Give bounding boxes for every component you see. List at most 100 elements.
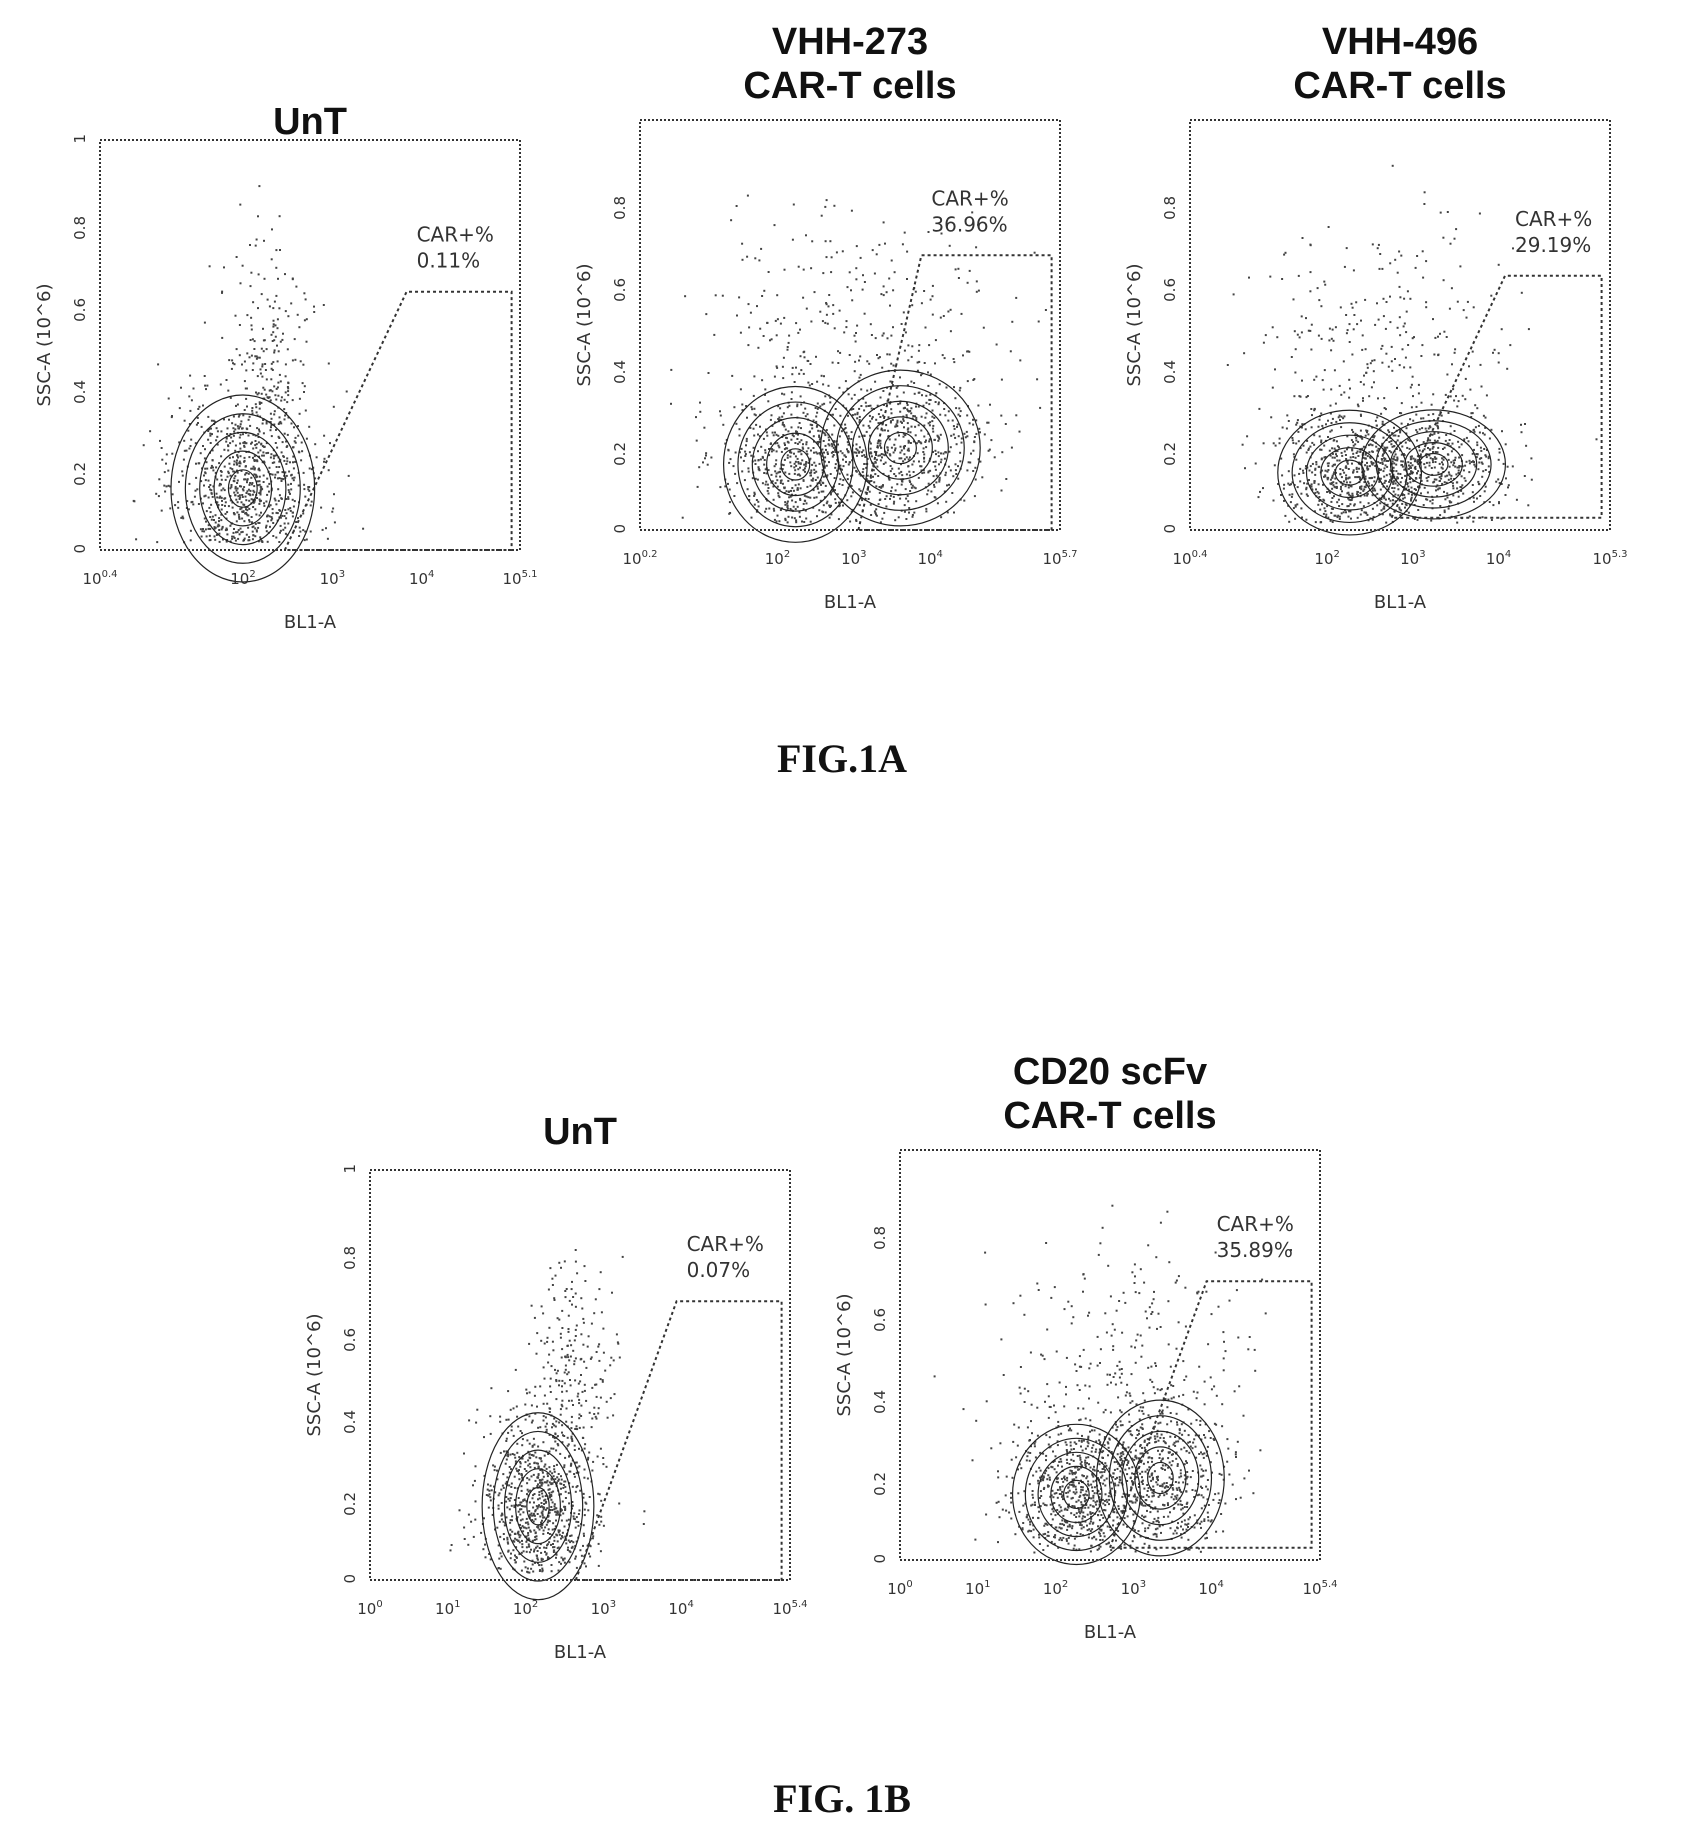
panel-title: VHH-496 CAR-T cells	[1293, 21, 1507, 107]
x-tick-label: 105.4	[773, 1599, 808, 1618]
density-contour	[213, 450, 273, 527]
x-tick-label: 103	[1121, 1579, 1146, 1598]
y-tick-label: 0.8	[871, 1226, 889, 1250]
density-contour	[1277, 409, 1423, 536]
x-tick-label: 102	[230, 569, 255, 588]
x-tick-label: 103	[1400, 549, 1425, 568]
y-tick-label: 0.6	[71, 298, 89, 322]
gate-percentage: 0.11%	[417, 249, 481, 273]
density-contour	[819, 369, 981, 527]
event-dots	[449, 1249, 646, 1574]
y-axis-label: SSC-A (10^6)	[574, 263, 595, 386]
gate-label: CAR+%	[687, 1232, 764, 1256]
plot-frame	[1189, 119, 1611, 531]
x-axis-label: BL1-A	[1374, 592, 1427, 613]
car-gate	[283, 290, 513, 551]
y-tick-label: 0.4	[611, 360, 629, 384]
flow-panel-2: VHH-273 CAR-T cells CAR+% 36.96% 0 0.2 0.4 0.6…	[560, 20, 1100, 650]
plot-frame	[369, 1169, 791, 1581]
flow-plot: CAR+%29.19% 0 0.2 0.4 0.6 0.8 100.4 102 103 104 10…	[1124, 119, 1628, 613]
y-tick-label: 0.8	[611, 196, 629, 220]
density-contour	[1361, 409, 1507, 520]
y-tick-label: 0.4	[871, 1390, 889, 1414]
y-tick-label: 0	[71, 544, 89, 554]
x-tick-label: 104	[1486, 549, 1511, 568]
x-tick-label: 104	[409, 569, 434, 588]
density-contour	[503, 1449, 573, 1563]
flow-panel-1: UnT CAR+% 0.11% 0 0.2 0.4 0.6 0.8 1 100.4 102 103 10…	[20, 40, 560, 670]
density-contour	[515, 1468, 561, 1545]
gate-label: CAR+%	[1515, 207, 1592, 231]
density-contour	[1121, 1430, 1200, 1526]
y-tick-label: 0.4	[71, 380, 89, 404]
flow-plot: CAR+%35.89% 0 0.2 0.4 0.6 0.8 100 101 102 103 104 1…	[834, 1149, 1338, 1643]
density-contour	[835, 385, 965, 511]
y-tick-label: 0.6	[871, 1308, 889, 1332]
y-tick-label: 0.2	[71, 462, 89, 486]
y-tick-label: 0.8	[71, 216, 89, 240]
density-contour	[199, 431, 287, 546]
x-tick-label: 102	[765, 549, 790, 568]
x-tick-label: 104	[917, 549, 942, 568]
y-tick-label: 1	[71, 134, 89, 144]
x-tick-label: 100.2	[623, 549, 658, 568]
car-gate	[1108, 1280, 1313, 1549]
car-gate	[857, 254, 1053, 531]
density-contour	[1108, 1415, 1213, 1541]
x-tick-label: 102	[1314, 549, 1339, 568]
x-tick-label: 104	[1198, 1579, 1223, 1598]
density-contour	[227, 469, 258, 508]
event-dots	[132, 185, 365, 544]
density-contour	[481, 1412, 595, 1601]
y-tick-label: 0.2	[1161, 442, 1179, 466]
y-axis-label: SSC-A (10^6)	[834, 1293, 855, 1416]
density-contour	[526, 1486, 550, 1526]
event-dots	[670, 194, 1047, 524]
density-contour	[1418, 452, 1449, 476]
density-contour	[1404, 441, 1463, 487]
x-axis-label: BL1-A	[554, 1642, 607, 1663]
gate-label: CAR+%	[1217, 1212, 1294, 1236]
y-axis-label: SSC-A (10^6)	[304, 1313, 325, 1436]
plot-frame	[899, 1149, 1321, 1561]
y-tick-label: 0.4	[341, 1410, 359, 1434]
gate-percentage: 0.07%	[687, 1258, 751, 1282]
y-tick-label: 0	[611, 524, 629, 534]
density-contour	[1050, 1465, 1103, 1524]
flow-plot: CAR+%36.96% 0 0.2 0.4 0.6 0.8 100.2 102 103 104 10…	[574, 119, 1078, 613]
x-tick-label: 101	[965, 1579, 990, 1598]
flow-plot: CAR+%0.07% 0 0.2 0.4 0.6 0.8 1 100 101 102 103 104 1…	[304, 1164, 808, 1663]
figure-caption-1a: FIG.1A	[777, 736, 907, 781]
density-contour	[737, 401, 854, 528]
y-tick-label: 0	[1161, 524, 1179, 534]
gate-percentage: 36.96%	[931, 212, 1007, 236]
density-contour	[1011, 1423, 1141, 1566]
x-tick-label: 103	[591, 1599, 616, 1618]
panel-title: UnT	[543, 1111, 617, 1153]
density-contour	[883, 431, 917, 465]
y-tick-label: 0.6	[341, 1328, 359, 1352]
density-contour	[1147, 1461, 1174, 1495]
x-tick-label: 100.4	[83, 569, 118, 588]
x-tick-label: 105.7	[1043, 549, 1078, 568]
x-tick-label: 105.4	[1303, 1579, 1338, 1598]
density-contour	[766, 432, 825, 497]
y-tick-label: 0	[871, 1554, 889, 1564]
panel-title: UnT	[273, 101, 347, 143]
x-axis-label: BL1-A	[824, 592, 877, 613]
figure-caption-1b: FIG. 1B	[773, 1776, 911, 1821]
x-tick-label: 101	[435, 1599, 460, 1618]
plot-frame	[99, 139, 521, 551]
gate-percentage: 29.19%	[1515, 233, 1591, 257]
y-axis-label: SSC-A (10^6)	[1124, 263, 1145, 386]
density-contour	[1375, 420, 1492, 509]
density-contour	[1320, 447, 1379, 499]
x-tick-label: 102	[1043, 1579, 1068, 1598]
density-contour	[1095, 1399, 1225, 1557]
density-contour	[1305, 434, 1394, 511]
gate-label: CAR+%	[417, 223, 494, 247]
x-axis-label: BL1-A	[1084, 1622, 1137, 1643]
x-tick-label: 105.1	[503, 569, 538, 588]
density-contour	[722, 385, 868, 543]
x-tick-label: 102	[513, 1599, 538, 1618]
